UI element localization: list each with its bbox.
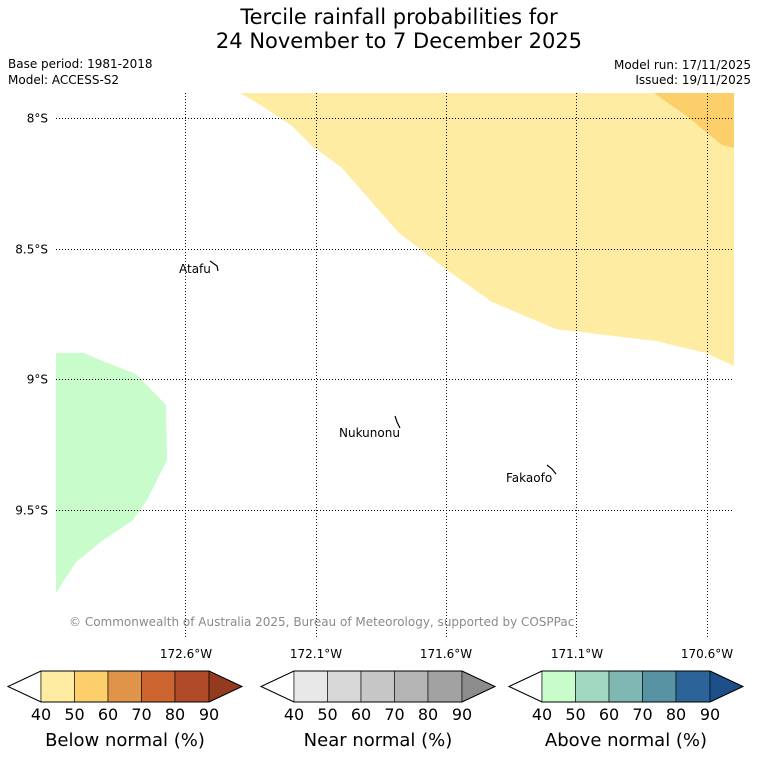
above-normal-legend-title: Above normal (%) xyxy=(544,730,708,751)
lat-label-8-5: 8.5°S xyxy=(15,243,48,257)
colorbar-above-normal xyxy=(507,670,745,703)
near-arrow-high xyxy=(461,670,496,703)
near-normal-legend-title: Near normal (%) xyxy=(303,730,453,751)
below-normal-50-60-region xyxy=(654,93,734,148)
near-segment-40-50 xyxy=(293,670,328,703)
above-normal-40-50-region xyxy=(56,353,167,593)
model-run-text: Model run: 17/11/2025 xyxy=(613,58,751,72)
lon-label-170-6: 170.6°W xyxy=(681,647,733,661)
place-label-nukunonu: Nukunonu xyxy=(339,426,400,440)
above-segment-60-70 xyxy=(608,670,643,703)
below-arrow-low xyxy=(7,670,42,703)
below-tick-80: 80 xyxy=(165,705,185,724)
below-segment-40-50 xyxy=(40,670,75,703)
below-tick-60: 60 xyxy=(98,705,118,724)
near-tick-70: 70 xyxy=(384,705,404,724)
chart-title-line1: Tercile rainfall probabilities for xyxy=(240,5,558,29)
near-arrow-low xyxy=(260,670,295,703)
base-period-text: Base period: 1981-2018 xyxy=(8,57,153,71)
near-tick-60: 60 xyxy=(351,705,371,724)
lat-label-9: 9°S xyxy=(27,373,48,387)
nukunonu-coastline xyxy=(394,415,401,429)
colorbar-near-normal xyxy=(259,670,497,703)
lon-label-172-1: 172.1°W xyxy=(290,647,342,661)
above-segment-40-50 xyxy=(541,670,576,703)
above-arrow-low xyxy=(508,670,543,703)
above-segment-80-90 xyxy=(675,670,711,703)
above-arrow-high xyxy=(709,670,744,703)
lat-label-9-5: 9.5°S xyxy=(15,504,48,518)
below-segment-70-80 xyxy=(141,670,176,703)
below-segment-60-70 xyxy=(107,670,142,703)
above-tick-90: 90 xyxy=(700,705,720,724)
below-normal-40-50-region xyxy=(240,93,734,366)
near-tick-50: 50 xyxy=(317,705,337,724)
below-normal-legend-title: Below normal (%) xyxy=(45,730,205,751)
above-tick-50: 50 xyxy=(565,705,585,724)
colorbar-below-normal xyxy=(6,670,244,703)
above-segment-70-80 xyxy=(642,670,677,703)
place-label-fakaofo: Fakaofo xyxy=(506,471,552,485)
above-tick-60: 60 xyxy=(599,705,619,724)
below-arrow-high xyxy=(208,670,243,703)
lon-label-171-6: 171.6°W xyxy=(420,647,472,661)
chart-title-line2: 24 November to 7 December 2025 xyxy=(215,29,583,53)
graticule xyxy=(56,93,734,639)
near-segment-70-80 xyxy=(394,670,429,703)
below-tick-50: 50 xyxy=(64,705,84,724)
fakaofo-coastline xyxy=(546,464,557,475)
near-segment-50-60 xyxy=(327,670,362,703)
near-tick-80: 80 xyxy=(418,705,438,724)
below-segment-80-90 xyxy=(174,670,210,703)
near-segment-60-70 xyxy=(360,670,395,703)
model-text: Model: ACCESS-S2 xyxy=(8,73,120,87)
attribution-text: © Commonwealth of Australia 2025, Bureau… xyxy=(69,615,574,629)
above-tick-40: 40 xyxy=(532,705,552,724)
above-tick-70: 70 xyxy=(632,705,652,724)
below-tick-90: 90 xyxy=(199,705,219,724)
map-frame xyxy=(56,93,734,639)
below-tick-70: 70 xyxy=(131,705,151,724)
place-label-atafu: Atafu xyxy=(179,262,211,276)
lat-label-8: 8°S xyxy=(27,112,48,126)
near-tick-90: 90 xyxy=(452,705,472,724)
lon-label-172-6: 172.6°W xyxy=(160,647,212,661)
atafu-coastline xyxy=(209,260,219,272)
lon-label-171-1: 171.1°W xyxy=(551,647,603,661)
above-tick-80: 80 xyxy=(666,705,686,724)
issued-text: Issued: 19/11/2025 xyxy=(635,73,751,87)
below-segment-50-60 xyxy=(74,670,109,703)
below-tick-40: 40 xyxy=(31,705,51,724)
near-tick-40: 40 xyxy=(284,705,304,724)
near-segment-80-90 xyxy=(427,670,463,703)
above-segment-50-60 xyxy=(575,670,610,703)
